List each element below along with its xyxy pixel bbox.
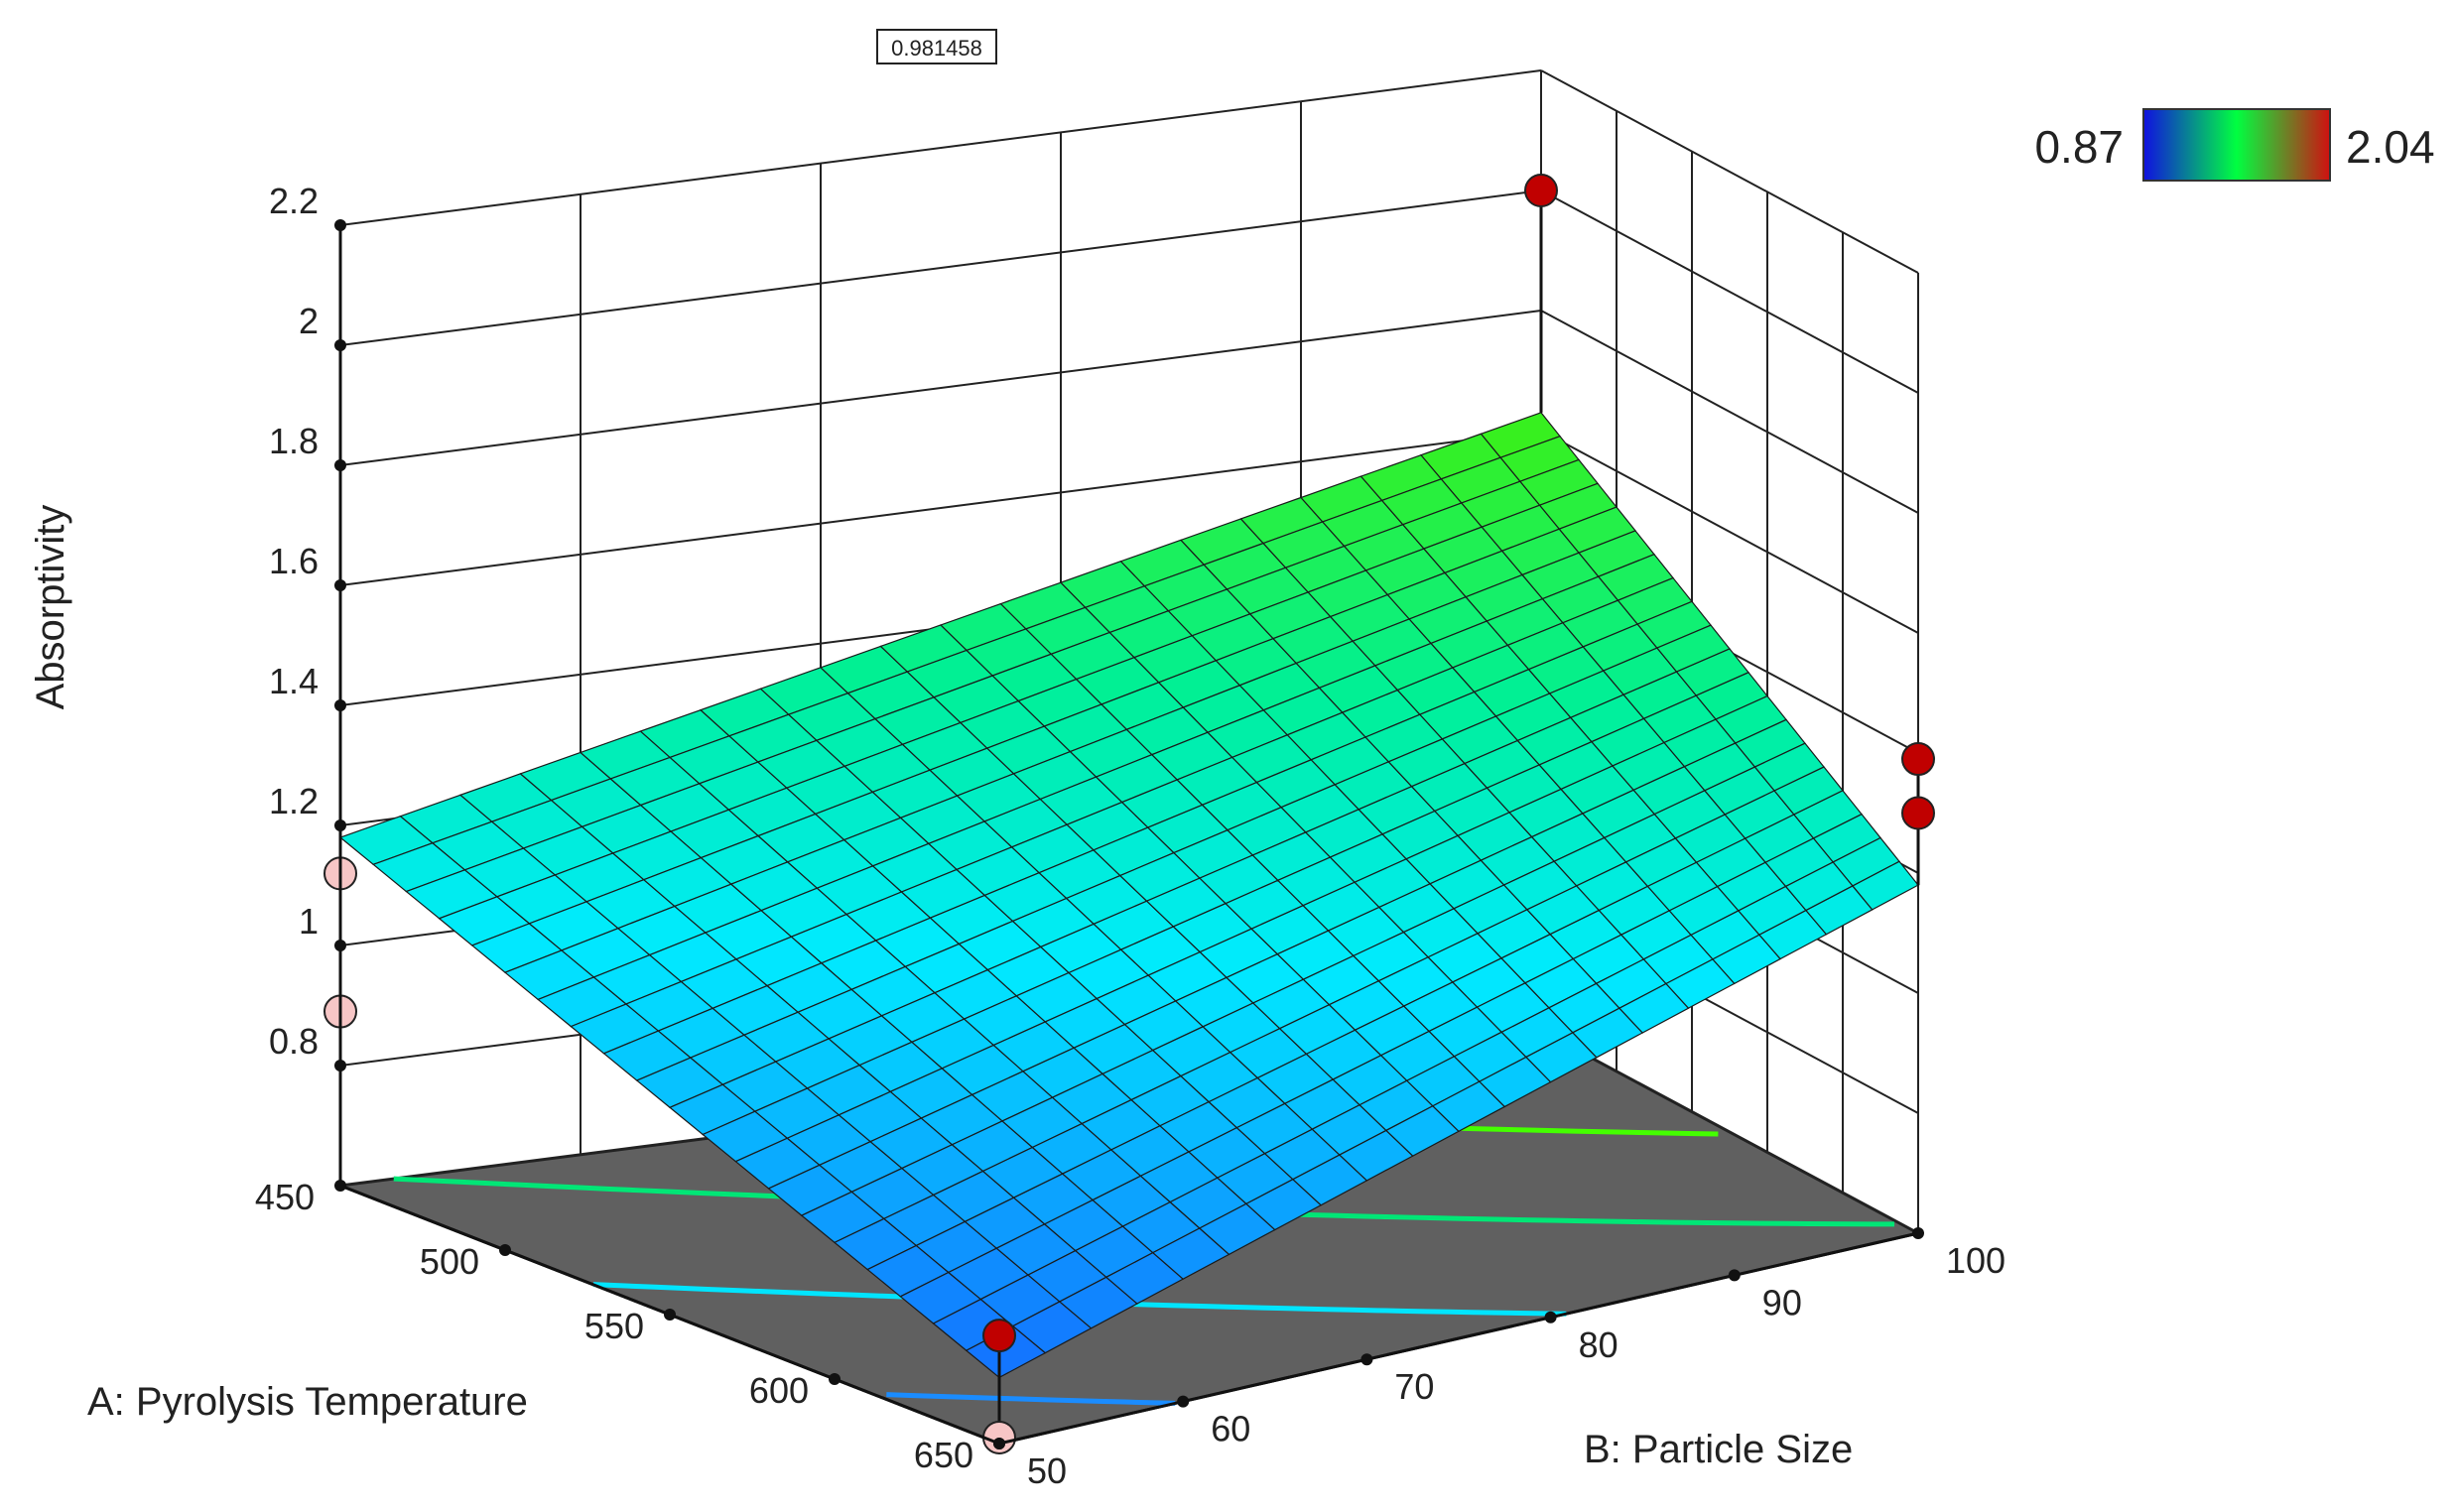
z-tick-label: 1 — [299, 901, 319, 942]
x-tick-mark — [664, 1309, 676, 1321]
y-tick-mark — [1177, 1395, 1190, 1408]
wall-gridline-left — [339, 69, 1542, 226]
design-point-above — [1901, 796, 1935, 830]
x-tick-label: 650 — [914, 1435, 973, 1475]
design-point-above — [1524, 174, 1558, 207]
z-tick-label: 2.2 — [269, 181, 319, 221]
colorbar: 0.87 2.04 — [2034, 108, 2435, 182]
z-tick-label: 0.8 — [269, 1021, 319, 1062]
z-tick-label: 2 — [299, 301, 319, 341]
x-tick-label: 550 — [584, 1306, 644, 1346]
y-tick-mark — [993, 1438, 1005, 1449]
design-point-above — [982, 1319, 1016, 1353]
y-tick-label: 70 — [1394, 1366, 1434, 1407]
front-axes: 0.8 1 1.2 1.4 1.6 1.8 2 2.2 450 500 550 600 650 50 60 7… — [255, 181, 2005, 1491]
x-tick-label: 450 — [255, 1177, 315, 1217]
wall-gridline-right — [1540, 69, 1919, 274]
x-tick-mark — [829, 1373, 841, 1385]
y-tick-mark — [1544, 1311, 1557, 1323]
z-axis-title: Absorptivity — [29, 505, 72, 710]
wall-gridline-right — [1540, 189, 1919, 394]
colorbar-min-label: 0.87 — [2034, 121, 2124, 173]
y-axis-title: B: Particle Size — [1584, 1428, 1853, 1471]
wall-gridline-right — [1540, 310, 1919, 514]
y-axis-line — [998, 1231, 1919, 1446]
y-tick-label: 60 — [1211, 1409, 1250, 1449]
x-tick-mark — [499, 1244, 511, 1256]
x-tick-mark — [334, 1180, 346, 1192]
colorbar-max-label: 2.04 — [2346, 121, 2435, 173]
colorbar-gradient — [2142, 108, 2331, 182]
z-tick-label: 1.2 — [269, 781, 319, 821]
z-tick-mark — [334, 699, 346, 711]
y-tick-mark — [1912, 1227, 1924, 1239]
design-point-above — [1901, 742, 1935, 777]
y-tick-mark — [1728, 1269, 1741, 1282]
readout-value: 0.981458 — [891, 36, 982, 61]
wall-gridline-left — [339, 189, 1542, 346]
x-tick-label: 500 — [420, 1241, 479, 1282]
z-tick-mark — [334, 940, 346, 951]
x-tick-label: 600 — [749, 1370, 809, 1411]
z-tick-mark — [334, 219, 346, 231]
y-tick-label: 50 — [1027, 1450, 1067, 1491]
z-tick-mark — [334, 339, 346, 351]
wall-gridline-left — [339, 310, 1542, 466]
z-tick-label: 1.8 — [269, 421, 319, 461]
z-tick-label: 1.6 — [269, 541, 319, 581]
readout-box: 0.981458 — [876, 29, 997, 64]
floor-contour-line — [886, 1392, 1176, 1406]
z-tick-mark — [334, 579, 346, 591]
y-tick-label: 80 — [1579, 1324, 1618, 1365]
z-tick-mark — [334, 1060, 346, 1071]
y-tick-label: 100 — [1946, 1240, 2005, 1281]
wall-gridline-left — [339, 430, 1542, 586]
z-tick-label: 1.4 — [269, 661, 319, 701]
wall-gridline-right — [1540, 430, 1919, 634]
y-tick-label: 90 — [1762, 1282, 1802, 1323]
z-tick-mark — [334, 819, 346, 831]
y-tick-mark — [1360, 1353, 1373, 1366]
response-surface — [338, 412, 1919, 1379]
x-axis-title: A: Pyrolysis Temperature — [87, 1380, 528, 1424]
z-tick-mark — [334, 459, 346, 471]
